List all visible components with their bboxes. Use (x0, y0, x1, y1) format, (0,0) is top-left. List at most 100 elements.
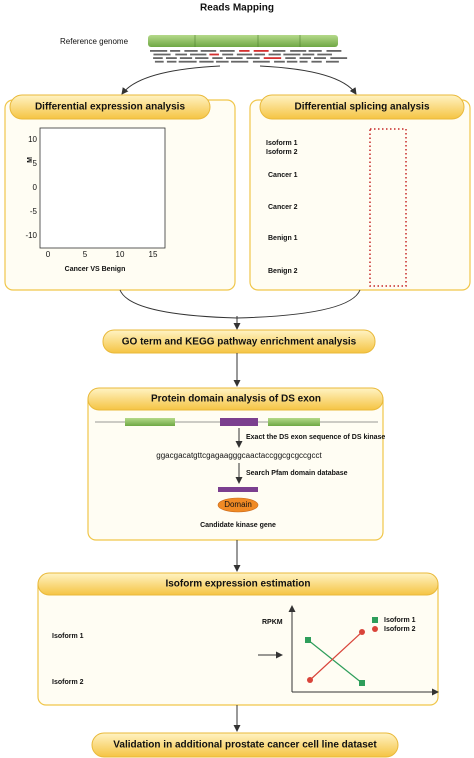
read (268, 53, 281, 56)
arrow (121, 65, 221, 95)
ds-exon (220, 418, 258, 426)
x-tick: 10 (116, 250, 125, 259)
point (359, 680, 365, 686)
title: Reads Mapping (200, 3, 274, 14)
read (165, 57, 177, 59)
x-tick: 5 (83, 250, 88, 259)
y-tick: 0 (33, 183, 38, 192)
legend-symbol (372, 626, 378, 632)
read (246, 57, 260, 59)
read (330, 57, 348, 59)
read (252, 60, 270, 63)
read (302, 53, 315, 56)
read (308, 50, 322, 52)
isoform-label: Isoform 2 (266, 149, 298, 156)
arrow (259, 65, 357, 95)
read (200, 50, 217, 52)
y-axis-label: M (27, 157, 34, 163)
read (314, 57, 326, 59)
read (209, 53, 219, 56)
isoform-label: Isoform 2 (52, 679, 84, 686)
connector (236, 289, 361, 319)
read (325, 60, 339, 63)
trend-line (307, 639, 363, 684)
read (299, 57, 312, 59)
read (290, 50, 307, 52)
sample-label: Benign 1 (268, 235, 298, 242)
exon (268, 418, 320, 426)
go-step (102, 329, 376, 354)
isoform-header (37, 572, 439, 596)
read (178, 60, 197, 63)
y-tick: -5 (30, 207, 38, 216)
sample-label: Cancer 1 (268, 172, 298, 179)
point (307, 677, 313, 683)
trend-line (309, 631, 363, 681)
read (154, 60, 164, 63)
isoform-label: Isoform 1 (52, 633, 84, 640)
domain-shape (217, 497, 259, 513)
isoform-label: Isoform 1 (266, 140, 298, 147)
ds-title: Differential splicing analysis (294, 102, 429, 113)
read (219, 50, 235, 52)
result-label: Candidate kinase gene (200, 522, 276, 529)
read (170, 50, 181, 52)
go-title: GO term and KEGG pathway enrichment anal… (122, 337, 357, 348)
de-title: Differential expression analysis (35, 102, 186, 113)
rpkm-label: RPKM (262, 619, 283, 626)
read (153, 57, 163, 59)
read (272, 50, 286, 52)
read (285, 57, 296, 59)
read (253, 50, 269, 52)
read (311, 60, 322, 63)
ds-exon (218, 487, 258, 492)
read (153, 53, 171, 56)
domain-title: Protein domain analysis of DS exon (151, 394, 321, 405)
y-tick: 10 (28, 135, 37, 144)
validation-title: Validation in additional prostate cancer… (113, 740, 377, 751)
domain-label: Domain (224, 500, 252, 509)
read (190, 53, 207, 56)
read (166, 60, 177, 63)
step-text: Search Pfam domain database (246, 470, 348, 477)
read (274, 60, 285, 63)
point (359, 629, 365, 635)
validation-step (91, 732, 399, 758)
read (317, 53, 332, 56)
point (305, 637, 311, 643)
reference-label: Reference genome (60, 37, 129, 46)
ds-panel (249, 99, 471, 291)
x-tick: 0 (46, 250, 51, 259)
read (239, 50, 250, 52)
read (286, 60, 298, 63)
read (263, 57, 282, 59)
read (212, 57, 223, 59)
read (222, 53, 234, 56)
domain-header (87, 387, 384, 411)
sample-label: Benign 2 (268, 268, 298, 275)
reference-genome (148, 35, 338, 47)
read (254, 53, 266, 56)
x-tick: 15 (149, 250, 158, 259)
ma-plot-frame (39, 127, 166, 249)
legend-label: Isoform 2 (384, 626, 416, 633)
read (175, 53, 188, 56)
legend-label: Isoform 1 (384, 617, 416, 624)
y-tick: 5 (33, 159, 38, 168)
de-header (9, 94, 211, 120)
read (150, 50, 168, 52)
step-text: Exact the DS exon sequence of DS kinase (246, 434, 385, 441)
read (184, 50, 198, 52)
y-tick: -10 (25, 231, 37, 240)
read (216, 60, 229, 63)
read (326, 50, 342, 52)
read (199, 60, 214, 63)
de-caption: Cancer VS Benign (65, 266, 126, 273)
read (283, 53, 301, 56)
isoform-panel (37, 576, 439, 706)
domain-panel (87, 391, 384, 541)
sequence: ggacgacatgttcgagaagggcaactaccggcgcgccgcc… (156, 451, 322, 460)
read (236, 53, 253, 56)
read (225, 57, 243, 59)
read (195, 57, 209, 59)
